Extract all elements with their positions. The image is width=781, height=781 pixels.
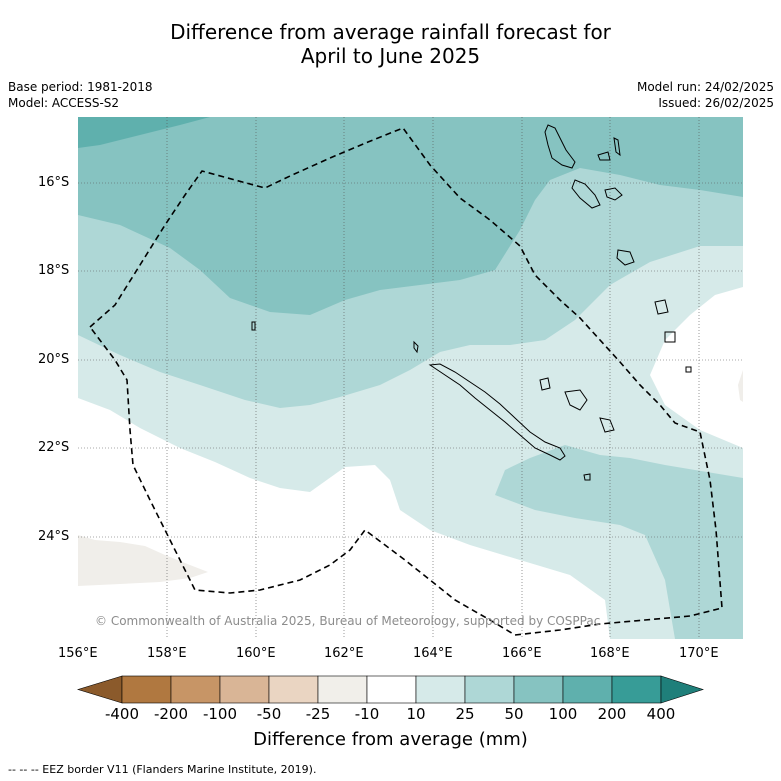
loyalty-ouvea <box>539 377 551 391</box>
lat-label-20s: 20°S <box>38 352 70 367</box>
new-caledonia-coast <box>428 363 566 461</box>
colorbar-bin <box>366 675 417 704</box>
lon-label-158e: 158°E <box>147 646 187 661</box>
colorbar-tick-label: 200 <box>597 705 627 723</box>
isle-of-pines <box>583 473 591 481</box>
small-island-1 <box>251 321 256 331</box>
gridlines <box>78 117 743 639</box>
colorbar-bin <box>513 675 564 704</box>
chart-title-line2: April to June 2025 <box>300 44 481 68</box>
anomaly-zone-100-200 <box>78 117 210 148</box>
lon-label-164e: 164°E <box>413 646 453 661</box>
colorbar-bin <box>562 675 613 704</box>
lat-label-18s: 18°S <box>38 263 70 278</box>
eez-footnote: -- -- -- EEZ border V11 (Flanders Marine… <box>8 763 317 776</box>
vanuatu-malakula <box>571 179 601 209</box>
eez-border <box>88 127 723 636</box>
colorbar-tick-label: -100 <box>202 705 238 723</box>
loyalty-mare <box>599 417 615 433</box>
colorbar-bin <box>415 675 466 704</box>
colorbar-tick-label: -25 <box>305 705 331 723</box>
lon-label-162e: 162°E <box>324 646 364 661</box>
copyright-notice: © Commonwealth of Australia 2025, Bureau… <box>95 614 601 628</box>
small-island-east <box>685 366 692 373</box>
east-island <box>664 331 676 343</box>
vanuatu-maewo <box>613 137 621 157</box>
anomaly-zone-50-100 <box>78 117 743 315</box>
colorbar-tick-label: 100 <box>548 705 578 723</box>
model-run: Model run: 24/02/2025 <box>636 80 774 94</box>
colorbar-bin <box>170 675 221 704</box>
rainfall-anomaly-field <box>78 117 743 639</box>
small-island-2 <box>413 340 419 354</box>
colorbar-tick-label: -200 <box>153 705 189 723</box>
lat-label-16s: 16°S <box>38 175 70 190</box>
colorbar-tick-label: -400 <box>104 705 140 723</box>
colorbar-tick-label: 400 <box>646 705 676 723</box>
colorbar-title: Difference from average (mm) <box>253 729 528 750</box>
lon-label-168e: 168°E <box>590 646 630 661</box>
colorbar-bin <box>268 675 319 704</box>
colorbar-bin <box>317 675 368 704</box>
vanuatu-erromango <box>616 249 635 266</box>
colorbar <box>76 675 704 704</box>
lon-label-156e: 156°E <box>58 646 98 661</box>
loyalty-lifou <box>564 389 588 411</box>
lon-label-160e: 160°E <box>236 646 276 661</box>
colorbar-extend-high <box>660 675 704 704</box>
chart-title-line1: Difference from average rainfall forecas… <box>170 20 611 44</box>
colorbar-tick-label: 10 <box>406 705 426 723</box>
colorbar-tick-label: 25 <box>455 705 475 723</box>
lat-label-22s: 22°S <box>38 440 70 455</box>
issued-date: Issued: 26/02/2025 <box>658 96 774 110</box>
colorbar-bin <box>219 675 270 704</box>
vanuatu-north-island <box>597 151 611 161</box>
colorbar-tick-label: -10 <box>354 705 380 723</box>
neutral-land-patch <box>78 535 208 586</box>
vanuatu-efate <box>604 187 623 201</box>
matthew-island-east <box>654 299 669 315</box>
anomaly-zone-25-50-south <box>495 445 743 639</box>
colorbar-bin <box>464 675 515 704</box>
coastlines <box>251 124 692 481</box>
lon-label-166e: 166°E <box>502 646 542 661</box>
base-period: Base period: 1981-2018 <box>8 80 153 94</box>
colorbar-bin <box>611 675 662 704</box>
colorbar-tick-label: -50 <box>256 705 282 723</box>
colorbar-bin <box>121 675 172 704</box>
neutral-patch-east <box>738 370 743 402</box>
colorbar-tick-label: 50 <box>504 705 524 723</box>
colorbar-extend-low <box>76 675 123 704</box>
lat-label-24s: 24°S <box>38 529 70 544</box>
vanuatu-espiritu-santo <box>544 124 576 169</box>
lon-label-170e: 170°E <box>679 646 719 661</box>
model-name: Model: ACCESS-S2 <box>8 96 120 110</box>
